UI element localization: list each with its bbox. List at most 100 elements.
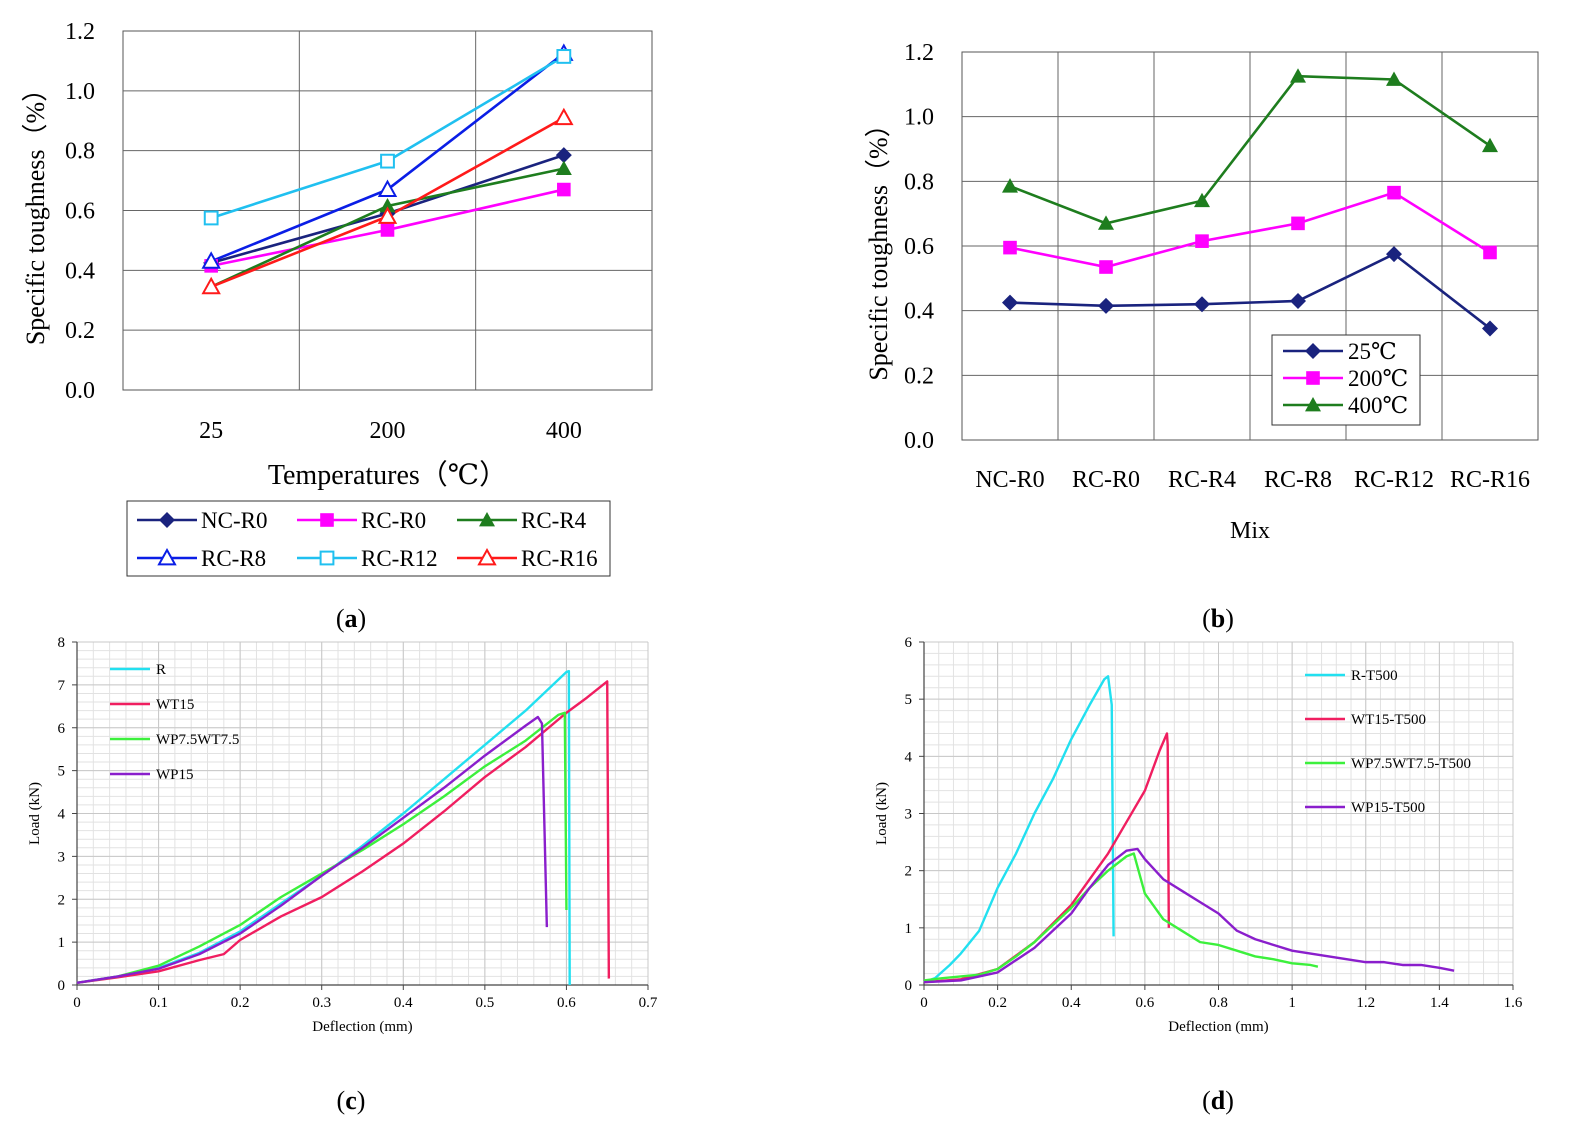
- x-tick-label: 0.6: [557, 995, 576, 1011]
- panel-label-a: a: [345, 604, 358, 633]
- y-axis-label: Load (kN): [874, 782, 890, 845]
- series-line-25℃: [1009, 252, 1491, 330]
- panel-caption-a: (a): [336, 604, 366, 633]
- y-tick-label: 1.0: [65, 79, 95, 105]
- y-tick-label: 7: [58, 678, 66, 694]
- data-point-RC-R16: [377, 206, 398, 224]
- x-tick-label: NC-R0: [975, 467, 1044, 493]
- chart-b: 0.0 0.2 0.4 0.6 0.8 1.0 1.2 NC-R0 RC-R0 RC-R4 RC-R…: [864, 40, 1539, 544]
- x-tick-label: 0.5: [475, 995, 494, 1011]
- panel-label-c: c: [345, 1086, 357, 1115]
- panel-caption-c: (c): [337, 1086, 366, 1115]
- y-axis-label: Load (kN): [27, 782, 43, 845]
- legend-label: RC-R4: [521, 508, 587, 533]
- x-axis-label: Deflection (mm): [1168, 1019, 1268, 1035]
- data-point-25℃: [1482, 320, 1498, 337]
- series-line-WP7.5WT7.5-T500: [923, 852, 1319, 982]
- data-point-400℃: [1482, 137, 1498, 153]
- data-point-400℃: [1386, 71, 1402, 86]
- x-axis-label: Temperatures（℃）: [268, 459, 507, 491]
- data-point-400℃: [1098, 215, 1114, 230]
- x-tick-label: 0.4: [1062, 995, 1081, 1011]
- legend-marker-400℃: [1305, 397, 1321, 412]
- legend-label: WP15-T500: [1351, 800, 1425, 816]
- series-line-R-T500: [923, 675, 1115, 984]
- y-tick-label: 5: [58, 764, 66, 780]
- y-tick-label: 6: [58, 721, 66, 737]
- y-tick-label: 1: [905, 921, 913, 937]
- legend-marker-RC-R4: [479, 512, 495, 527]
- y-tick-label: 3: [58, 849, 66, 865]
- data-point-25℃: [1002, 294, 1018, 311]
- x-tick-label: RC-R0: [1072, 467, 1140, 493]
- y-axis-label: Specific toughness（%）: [864, 111, 893, 380]
- x-tick-label: 0.6: [1136, 995, 1155, 1011]
- legend-label: WT15: [156, 697, 194, 713]
- data-point-RC-R12: [556, 49, 572, 64]
- y-tick-label: 0.6: [904, 234, 934, 260]
- data-point-400℃: [1290, 68, 1306, 83]
- x-tick-label: 200: [370, 418, 406, 444]
- data-point-NC-R0: [555, 147, 572, 164]
- y-tick-label: 2: [905, 864, 913, 880]
- y-tick-label: 1: [58, 935, 66, 951]
- chart-c: 0 0.1 0.2 0.3 0.4 0.5 0.6 0.7 0 1 2 3 4 5 6 7 8 Deflectio…: [27, 635, 658, 1035]
- y-tick-label: 1.2: [904, 40, 934, 66]
- y-tick-label: 0.0: [65, 378, 95, 404]
- data-point-RC-R0: [380, 223, 395, 237]
- chart-a: 0.0 0.2 0.4 0.6 0.8 1.0 1.2 25 200 400 Temperature…: [21, 19, 653, 577]
- x-tick-label: 0.3: [312, 995, 331, 1011]
- legend-label: R-T500: [1351, 668, 1398, 684]
- data-point-25℃: [1386, 246, 1402, 263]
- data-point-RC-R0: [557, 182, 571, 197]
- panel-label-b: b: [1211, 604, 1225, 633]
- y-tick-label: 0: [905, 978, 913, 994]
- data-point-RC-R8: [377, 179, 398, 197]
- x-tick-label: 1.4: [1430, 995, 1449, 1011]
- series-line-WP15: [76, 715, 549, 985]
- y-tick-label: 0: [58, 978, 66, 994]
- data-point-RC-R12: [380, 153, 395, 169]
- data-point-200℃: [1387, 185, 1401, 200]
- legend-label: 25℃: [1348, 339, 1397, 364]
- x-tick-label: 0.4: [394, 995, 413, 1011]
- panel-caption-b: (b): [1202, 604, 1234, 633]
- legend-label: WP15: [156, 767, 194, 783]
- x-tick-label: 0.2: [231, 995, 250, 1011]
- x-tick-label: 0.2: [988, 995, 1007, 1011]
- legend-label: 400℃: [1348, 393, 1408, 418]
- legend-label: 200℃: [1348, 366, 1408, 391]
- series-line-200℃: [1009, 191, 1491, 269]
- data-point-200℃: [1099, 260, 1113, 274]
- y-tick-label: 0.2: [904, 363, 934, 389]
- legend-marker-NC-R0: [159, 512, 175, 528]
- data-point-RC-R12: [203, 210, 219, 226]
- series-line-WP7.5WT7.5: [76, 711, 568, 985]
- legend-label: WP7.5WT7.5: [156, 732, 239, 748]
- data-point-RC-R16: [201, 276, 221, 295]
- x-tick-label: 400: [546, 418, 582, 444]
- chart-d: 0 0.2 0.4 0.6 0.8 1 1.2 1.4 1.6 0 1 2 3 4 5 6 Deflection…: [874, 635, 1523, 1035]
- x-tick-label: 0: [920, 995, 928, 1011]
- data-point-25℃: [1194, 296, 1210, 313]
- x-tick-label: 1.2: [1356, 995, 1375, 1011]
- y-axis-label: Specific toughness（%）: [21, 76, 50, 345]
- legend-marker-25℃: [1305, 343, 1321, 359]
- y-tick-label: 4: [58, 807, 66, 823]
- x-axis-label: Mix: [1230, 518, 1270, 544]
- data-point-RC-R4: [555, 160, 572, 176]
- series-line-WT15: [76, 680, 611, 985]
- data-point-400℃: [1194, 192, 1210, 208]
- x-tick-label: 1.6: [1504, 995, 1523, 1011]
- series-line-400℃: [1009, 74, 1491, 225]
- x-tick-label: RC-R4: [1168, 467, 1236, 493]
- y-tick-label: 5: [905, 692, 913, 708]
- x-tick-label: 25: [199, 418, 223, 444]
- legend-marker-RC-R0: [320, 513, 334, 527]
- x-tick-label: RC-R8: [1264, 467, 1332, 493]
- y-tick-label: 4: [905, 749, 913, 765]
- panel-label-d: d: [1211, 1086, 1226, 1115]
- x-tick-label: 0.7: [639, 995, 658, 1011]
- data-point-200℃: [1483, 245, 1497, 260]
- legend-label: RC-R12: [361, 546, 438, 571]
